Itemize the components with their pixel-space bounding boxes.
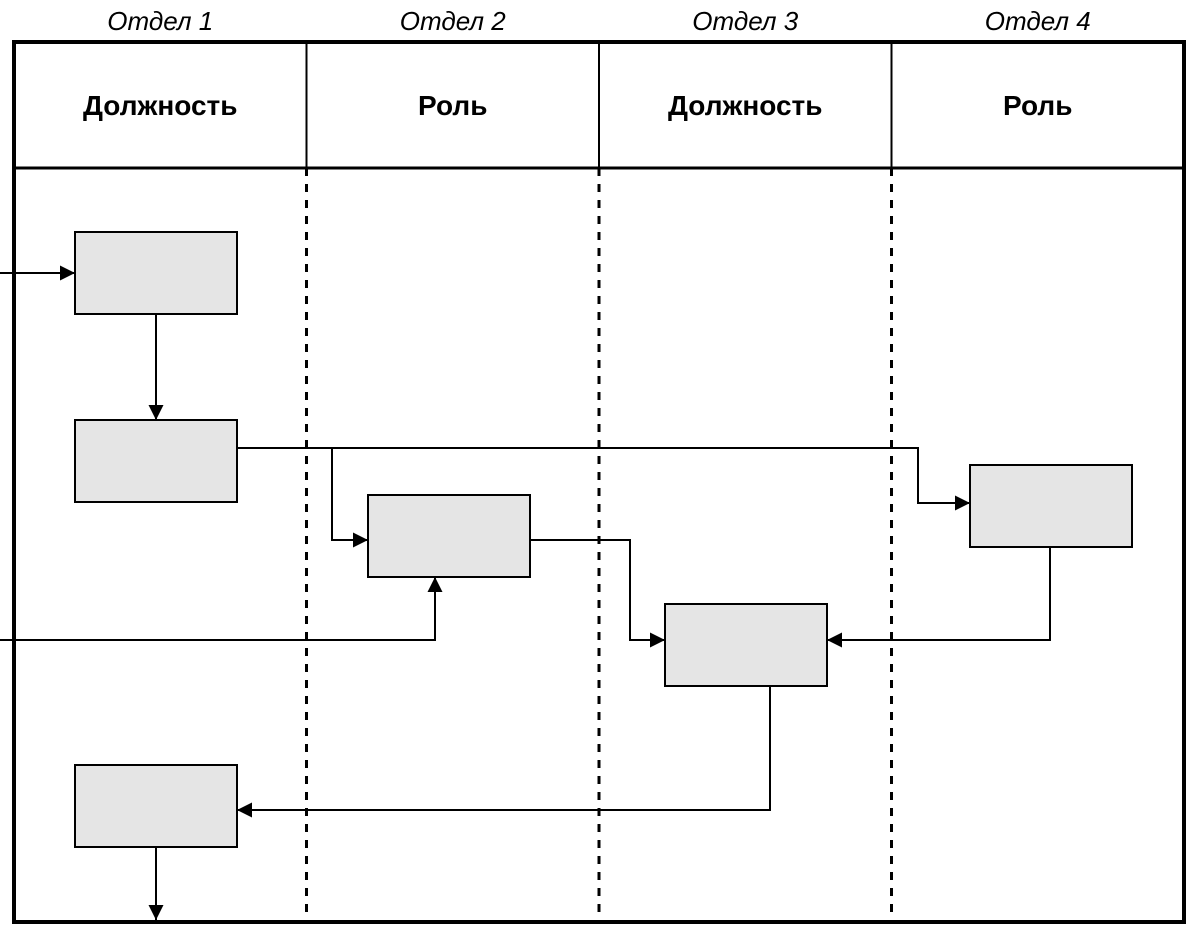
flow-edge [0, 577, 435, 640]
flow-node [368, 495, 530, 577]
lane-header: Роль [1003, 90, 1072, 121]
flow-node [970, 465, 1132, 547]
lane-header: Роль [418, 90, 487, 121]
flow-node [75, 232, 237, 314]
flow-edge [827, 547, 1050, 640]
flow-edge [237, 448, 970, 503]
flow-node [665, 604, 827, 686]
swimlane-diagram: Отдел 1 Отдел 2 Отдел 3 Отдел 4 Должность Ро… [0, 0, 1197, 947]
flow-edge [237, 448, 368, 540]
flow-node [75, 765, 237, 847]
lane-title: Отдел 1 [107, 6, 213, 36]
lane-title: Отдел 4 [985, 6, 1091, 36]
lane-header: Должность [668, 90, 822, 121]
flow-edge [237, 686, 770, 810]
lane-header: Должность [83, 90, 237, 121]
lane-title: Отдел 2 [400, 6, 506, 36]
lane-title: Отдел 3 [692, 6, 798, 36]
flow-node [75, 420, 237, 502]
